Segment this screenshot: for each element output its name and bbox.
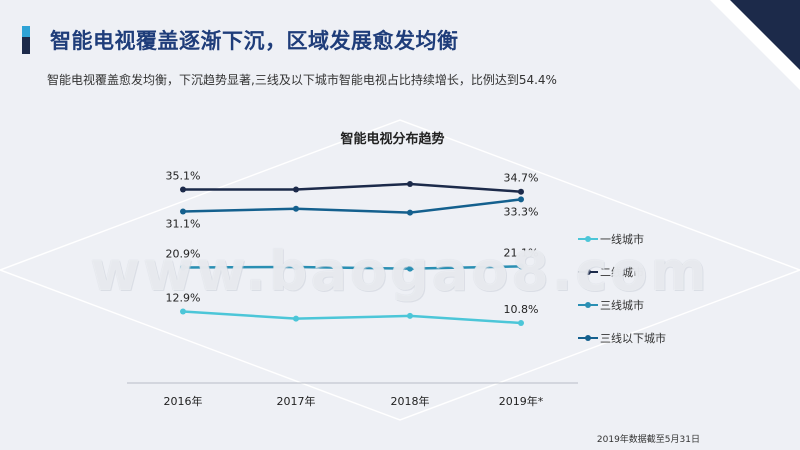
data-label: 12.9% bbox=[166, 292, 201, 305]
data-point bbox=[293, 186, 299, 193]
page-subtitle: 智能电视覆盖愈发均衡，下沉趋势显著,三线及以下城市智能电视占比持续增长，比例达到… bbox=[47, 73, 557, 87]
series-1: 12.9% 10.8% bbox=[166, 292, 539, 326]
legend-swatch-icon bbox=[578, 333, 598, 343]
corner-decoration bbox=[690, 0, 800, 110]
data-point bbox=[407, 312, 413, 319]
data-point bbox=[407, 181, 413, 187]
legend-swatch-icon bbox=[578, 300, 598, 310]
data-label: 21.1% bbox=[504, 246, 539, 259]
series-3: 20.9% 21.1% bbox=[166, 246, 539, 272]
x-tick-label: 2019年* bbox=[499, 394, 544, 408]
series-line bbox=[183, 182, 522, 193]
data-point bbox=[407, 209, 413, 216]
legend-label: 二线城市 bbox=[600, 265, 644, 279]
chart-title: 智能电视分布趋势 bbox=[340, 132, 445, 147]
data-point bbox=[180, 186, 186, 193]
legend-label: 三线城市 bbox=[600, 298, 644, 312]
data-point bbox=[293, 315, 299, 322]
footnote: 2019年数据截至5月31日 bbox=[596, 435, 700, 445]
legend-item: 二线城市 bbox=[578, 255, 666, 288]
legend-item: 三线城市 bbox=[578, 288, 666, 321]
series-line bbox=[182, 198, 522, 214]
data-label: 20.9% bbox=[166, 248, 201, 261]
x-tick-label: 2016年 bbox=[164, 394, 203, 408]
data-point bbox=[518, 320, 524, 326]
chart-legend: 一线城市二线城市三线城市三线以下城市 bbox=[578, 222, 666, 354]
series-line bbox=[182, 265, 522, 270]
legend-label: 一线城市 bbox=[600, 232, 644, 246]
data-label: 34.7% bbox=[504, 172, 539, 185]
series-2: 35.1% 34.7% bbox=[166, 170, 539, 195]
title-accent-bar bbox=[22, 26, 30, 54]
data-point bbox=[293, 264, 299, 270]
data-label: 33.3% bbox=[504, 205, 539, 218]
data-point bbox=[407, 265, 413, 272]
data-label: 10.8% bbox=[504, 303, 539, 316]
legend-swatch-icon bbox=[578, 267, 598, 277]
data-point bbox=[293, 205, 299, 212]
page-title: 智能电视覆盖逐渐下沉，区域发展愈发均衡 bbox=[50, 29, 459, 53]
series-line bbox=[182, 310, 522, 325]
legend-label: 三线以下城市 bbox=[600, 331, 666, 345]
data-point bbox=[180, 208, 186, 215]
data-point bbox=[518, 263, 524, 270]
legend-swatch-icon bbox=[578, 234, 598, 244]
series-4: 31.1% 33.3% bbox=[166, 196, 539, 231]
data-label: 35.1% bbox=[166, 170, 201, 183]
data-label: 31.1% bbox=[166, 218, 201, 231]
x-tick-label: 2018年 bbox=[391, 394, 430, 408]
legend-item: 一线城市 bbox=[578, 222, 666, 255]
data-point bbox=[180, 264, 186, 271]
data-point bbox=[518, 196, 524, 203]
data-point bbox=[180, 308, 186, 315]
x-tick-label: 2017年 bbox=[277, 394, 316, 408]
legend-item: 三线以下城市 bbox=[578, 321, 666, 354]
data-point bbox=[518, 188, 524, 195]
